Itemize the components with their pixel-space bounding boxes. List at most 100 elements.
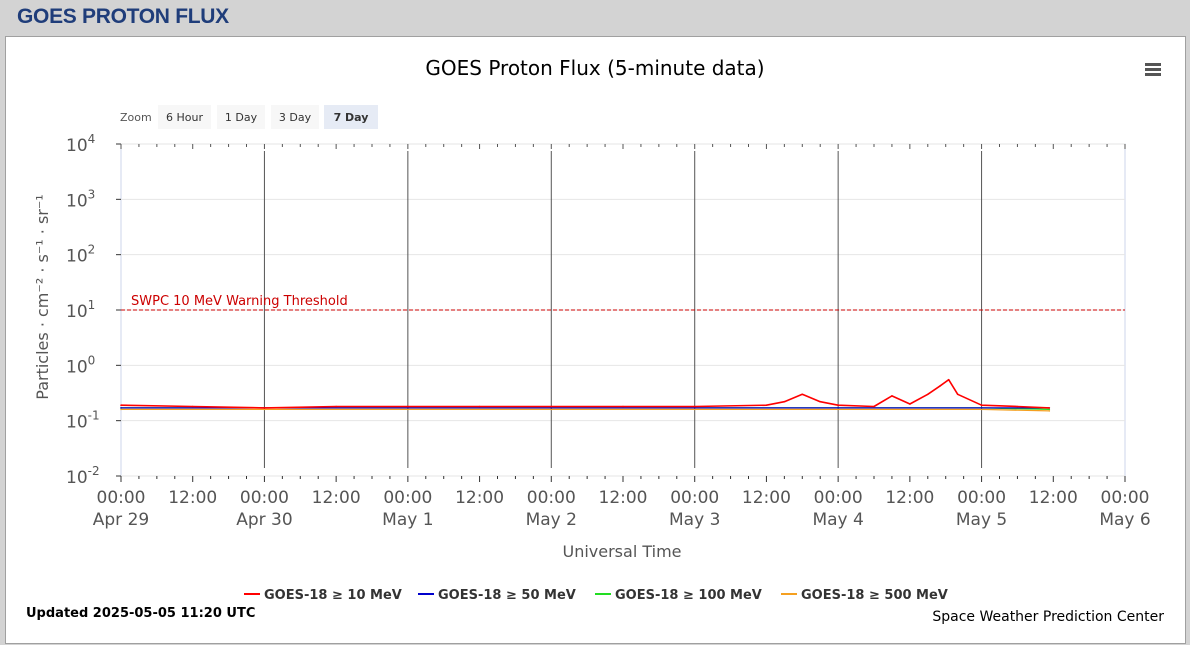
series-point xyxy=(927,393,929,396)
legend-label: GOES-18 ≥ 10 MeV xyxy=(264,588,402,603)
series-point xyxy=(335,405,337,408)
x-tick-date-label: May 3 xyxy=(669,510,720,530)
series-point xyxy=(263,408,266,411)
x-tick-time-label: 00:00 xyxy=(814,488,863,508)
y-tick-label: 10-1 xyxy=(66,409,100,433)
zoom-button-bg xyxy=(158,105,211,129)
series-point xyxy=(1048,408,1051,411)
zoom-button-7-day[interactable]: 7 Day xyxy=(324,105,378,129)
x-tick-date-label: May 4 xyxy=(812,510,863,530)
legend-item-2[interactable]: GOES-18 ≥ 50 MeV xyxy=(418,588,576,603)
proton-flux-chart: GOES Proton Flux (5-minute data) Zoom 6 … xyxy=(26,56,1164,625)
zoom-button-label: 3 Day xyxy=(279,111,312,124)
x-axis-label: Universal Time xyxy=(562,542,681,561)
series-point xyxy=(873,405,875,408)
series-point xyxy=(120,407,122,409)
threshold-group: SWPC 10 MeV Warning Threshold xyxy=(121,294,1125,311)
series-point xyxy=(191,405,194,408)
series-point xyxy=(1048,410,1051,412)
series-point xyxy=(407,407,409,409)
zoom-buttons: 6 Hour 1 Day 3 Day 7 Day xyxy=(158,105,378,129)
x-tick-time-label: 12:00 xyxy=(599,488,648,508)
y-axis-ticks: 10-2 10-1 100 101 102 103 104 xyxy=(66,132,121,488)
x-tick-time-label: 00:00 xyxy=(383,488,432,508)
x-tick-time-label: 00:00 xyxy=(527,488,576,508)
series-point xyxy=(819,400,821,403)
series-point xyxy=(263,407,266,409)
series-point xyxy=(801,393,804,396)
series-point xyxy=(765,404,768,407)
updated-timestamp: Updated 2025-05-05 11:20 UTC xyxy=(26,606,255,621)
legend: GOES-18 ≥ 10 MeV GOES-18 ≥ 50 MeV GOES-18 … xyxy=(244,588,948,603)
series-point xyxy=(693,407,696,409)
series-point xyxy=(550,405,553,408)
legend-item-4[interactable]: GOES-18 ≥ 500 MeV xyxy=(781,588,948,603)
x-tick-time-label: 12:00 xyxy=(1029,488,1078,508)
series-point xyxy=(891,395,893,397)
x-tick-date-label: May 6 xyxy=(1099,510,1150,530)
series-line-4 xyxy=(121,408,1050,412)
series-point xyxy=(837,404,839,407)
y-tick-label: 101 xyxy=(66,298,95,322)
series-point xyxy=(947,378,950,381)
series-point xyxy=(693,408,696,411)
x-tick-time-label: 00:00 xyxy=(240,488,289,508)
zoom-button-bg xyxy=(217,105,265,129)
x-tick-date-label: May 1 xyxy=(382,510,433,530)
x-tick-time-label: 00:00 xyxy=(97,488,146,508)
zoom-label: Zoom xyxy=(120,111,152,124)
series-point xyxy=(837,407,839,409)
x-tick-date-label: Apr 30 xyxy=(236,510,292,530)
legend-item-1[interactable]: GOES-18 ≥ 10 MeV xyxy=(244,588,402,603)
series-point xyxy=(1016,405,1019,408)
series-point xyxy=(837,408,839,411)
x-tick-date-label: Apr 29 xyxy=(93,510,149,530)
series-point xyxy=(407,408,409,411)
series-point xyxy=(407,405,409,408)
y-axis-label: Particles · cm⁻² · s⁻¹ · sr⁻¹ xyxy=(33,194,52,399)
series-line-1 xyxy=(120,378,1050,409)
series-point xyxy=(120,408,122,411)
legend-label: GOES-18 ≥ 50 MeV xyxy=(438,588,576,603)
series-point xyxy=(693,405,696,408)
x-tick-time-label: 12:00 xyxy=(312,488,361,508)
series-point xyxy=(1048,407,1051,409)
y-tick-label: 102 xyxy=(66,243,95,267)
series-lines xyxy=(120,378,1051,412)
zoom-button-label: 7 Day xyxy=(334,111,369,124)
series-point xyxy=(550,408,553,411)
chart-panel: GOES Proton Flux (5-minute data) Zoom 6 … xyxy=(5,36,1186,644)
x-tick-time-label: 12:00 xyxy=(742,488,791,508)
credit-text: Space Weather Prediction Center xyxy=(932,609,1164,625)
x-tick-time-label: 12:00 xyxy=(455,488,504,508)
series-point xyxy=(980,404,983,407)
y-tick-label: 10-2 xyxy=(66,464,100,488)
zoom-button-6-hour[interactable]: 6 Hour xyxy=(158,105,211,129)
series-point xyxy=(622,405,624,408)
series-point xyxy=(478,405,481,408)
y-tick-label: 100 xyxy=(66,353,95,377)
x-tick-date-label: May 2 xyxy=(526,510,577,530)
threshold-label: SWPC 10 MeV Warning Threshold xyxy=(131,294,348,309)
zoom-button-3-day[interactable]: 3 Day xyxy=(271,105,319,129)
x-tick-date-label: May 5 xyxy=(956,510,1007,530)
y-tick-label: 104 xyxy=(66,132,95,156)
page-title: GOES PROTON FLUX xyxy=(17,5,229,28)
zoom-button-bg xyxy=(324,105,378,129)
legend-label: GOES-18 ≥ 100 MeV xyxy=(615,588,762,603)
zoom-button-bg xyxy=(271,105,319,129)
series-point xyxy=(956,393,959,396)
x-tick-time-label: 00:00 xyxy=(670,488,719,508)
legend-item-3[interactable]: GOES-18 ≥ 100 MeV xyxy=(595,588,762,603)
legend-label: GOES-18 ≥ 500 MeV xyxy=(801,588,948,603)
zoom-button-label: 1 Day xyxy=(225,111,258,124)
series-point xyxy=(550,407,553,409)
series-point xyxy=(783,400,786,403)
series-point xyxy=(980,407,983,409)
zoom-button-1-day[interactable]: 1 Day xyxy=(217,105,265,129)
y-tick-label: 103 xyxy=(66,187,95,211)
x-tick-time-label: 00:00 xyxy=(957,488,1006,508)
page-header: GOES PROTON FLUX xyxy=(0,0,1190,36)
hamburger-menu-icon[interactable] xyxy=(1145,63,1161,76)
